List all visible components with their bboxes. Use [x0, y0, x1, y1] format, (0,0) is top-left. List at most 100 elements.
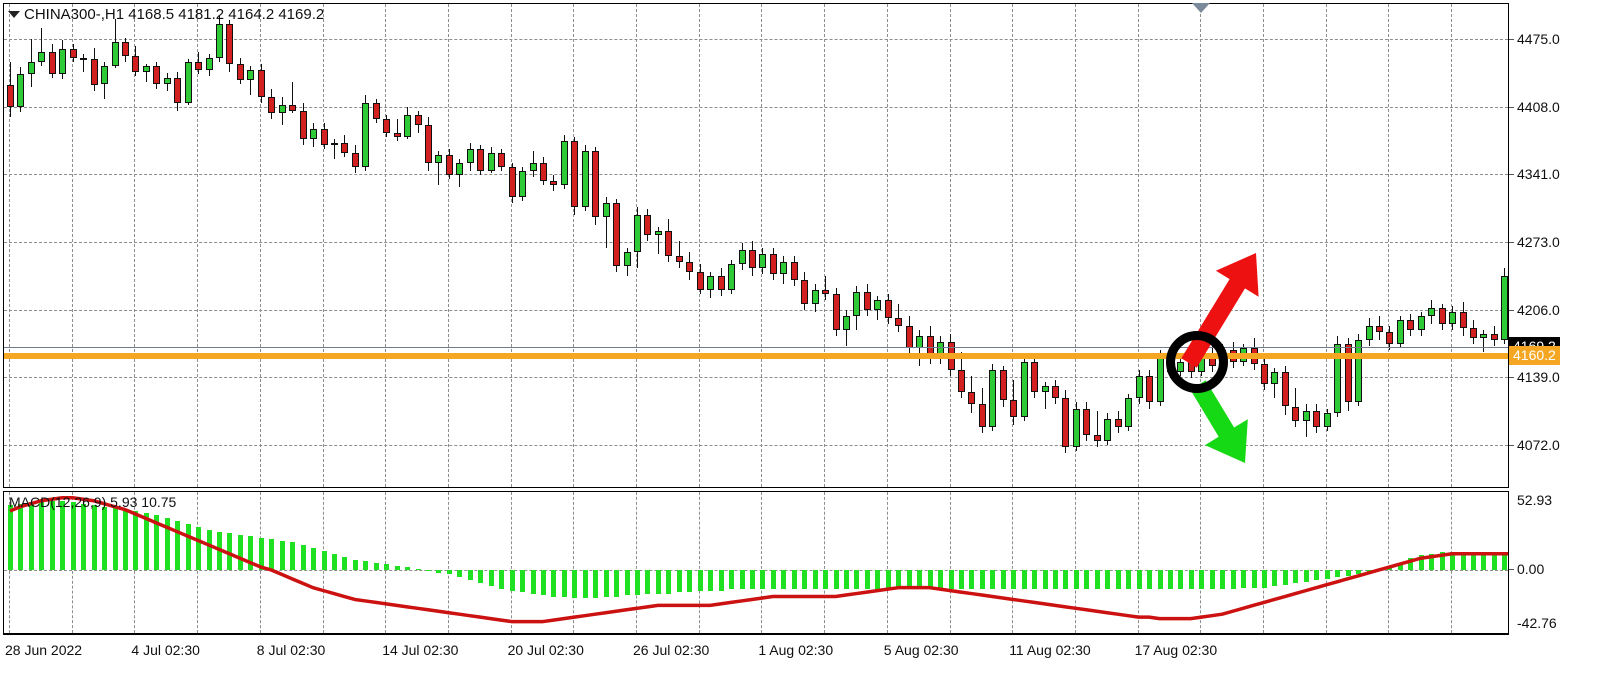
time-axis-label: 20 Jul 02:30 [507, 642, 584, 658]
candle-body-bullish [1396, 319, 1404, 345]
macd-histogram-bar [300, 544, 306, 570]
macd-histogram-bar [488, 569, 494, 587]
macd-time-gridline [1263, 492, 1264, 633]
macd-histogram-bar [60, 500, 66, 570]
candle-wick [1483, 330, 1484, 353]
macd-histogram-bar [499, 569, 505, 590]
macd-time-gridline [573, 492, 575, 633]
time-axis-rule [3, 634, 1509, 635]
candle-body-bearish [717, 275, 725, 290]
macd-histogram-bar [969, 569, 975, 590]
candle-body-bearish [968, 392, 976, 405]
price-plot-area[interactable] [4, 4, 1508, 487]
macd-histogram-bar [405, 567, 411, 570]
candle-body-bullish [184, 62, 192, 103]
price-axis-tick [1509, 309, 1514, 311]
candle-body-bullish [560, 140, 568, 186]
macd-histogram-bar [1282, 569, 1288, 585]
triangle-down-icon[interactable] [8, 11, 20, 18]
macd-histogram-bar [864, 569, 870, 590]
macd-histogram-bar [687, 569, 693, 593]
macd-histogram-bar [39, 500, 45, 570]
macd-histogram-bar [1199, 569, 1205, 590]
macd-axis[interactable]: 52.93 0.00 -42.76 [1509, 491, 1597, 634]
candle-body-bearish [372, 102, 380, 119]
price-chart-pane[interactable] [3, 3, 1509, 488]
candle-body-bearish [1490, 334, 1498, 341]
candle-body-bearish [1281, 372, 1289, 407]
price-axis-tick [1509, 39, 1514, 41]
macd-histogram-bar [530, 569, 536, 594]
macd-histogram-bar [1126, 569, 1132, 590]
candle-body-bullish [602, 203, 610, 218]
candle-body-bearish [957, 370, 965, 393]
macd-histogram-bar [1345, 569, 1351, 576]
macd-histogram-bar [1418, 555, 1424, 570]
macd-histogram-bar [342, 556, 348, 570]
macd-histogram-bar [781, 569, 787, 590]
candle-body-bullish [1104, 418, 1112, 441]
time-gridline [1263, 4, 1264, 487]
candle-body-bearish [1031, 362, 1039, 393]
candle-body-bullish [1271, 372, 1279, 385]
macd-time-gridline [447, 492, 449, 633]
candle-body-bearish [7, 84, 14, 107]
candle-wick [397, 118, 398, 141]
time-axis-label: 8 Jul 02:30 [256, 642, 326, 658]
macd-histogram-bar [331, 553, 337, 570]
macd-histogram-bar [635, 569, 640, 596]
macd-indicator-pane[interactable]: MACD(12,26,9) 5.93 10.75 [3, 491, 1509, 634]
candle-body-bearish [644, 215, 652, 236]
macd-histogram-bar [436, 569, 442, 573]
price-axis[interactable]: 4475.0 4408.0 4341.0 4273.0 4206.0 4139.0 4072… [1509, 3, 1597, 488]
macd-plot-area[interactable] [4, 492, 1508, 633]
time-gridline [1451, 4, 1453, 487]
macd-time-gridline [1137, 492, 1139, 633]
price-gridline [4, 174, 1508, 176]
macd-histogram-bar [614, 569, 620, 597]
candle-body-bearish [999, 370, 1007, 401]
candle-body-bearish [1375, 326, 1383, 333]
macd-histogram-bar [833, 569, 839, 590]
macd-histogram-bar [91, 505, 97, 570]
price-level-line[interactable] [4, 352, 1508, 359]
candle-body-bullish [581, 150, 589, 208]
macd-time-gridline [1388, 492, 1390, 633]
macd-histogram-bar [927, 569, 933, 590]
candle-body-bullish [519, 171, 527, 198]
bid-price-line [4, 346, 1508, 348]
macd-histogram-bar [958, 569, 964, 590]
candle-body-bullish [38, 52, 46, 63]
macd-histogram-bar [1397, 562, 1403, 570]
candle-body-bearish [1344, 344, 1352, 403]
time-axis-label: 14 Jul 02:30 [382, 642, 459, 658]
macd-histogram-bar [1105, 569, 1111, 590]
macd-histogram-bar [1188, 569, 1194, 590]
macd-time-gridline [698, 492, 700, 633]
candle-body-bullish [1041, 386, 1049, 393]
macd-histogram-bar [1460, 552, 1466, 570]
candle-body-bearish [414, 114, 422, 125]
macd-time-gridline [886, 492, 888, 633]
candle-body-bearish [539, 162, 547, 182]
macd-histogram-bar [311, 547, 317, 570]
price-level-badge[interactable]: 4160.2 [1509, 345, 1560, 365]
candle-body-bullish [1417, 315, 1425, 331]
macd-histogram-bar [1042, 569, 1048, 590]
candle-body-bearish [863, 291, 871, 310]
time-gridline [1074, 4, 1076, 487]
time-gridline [510, 4, 512, 487]
time-axis[interactable]: 28 Jun 2022 4 Jul 02:30 8 Jul 02:30 14 Jul … [3, 636, 1597, 666]
macd-histogram-bar [8, 505, 13, 570]
candle-body-bearish [1146, 376, 1154, 403]
macd-histogram-bar [708, 569, 714, 591]
time-gridline [71, 4, 73, 487]
macd-histogram-bar [467, 569, 473, 581]
macd-histogram-bar [478, 569, 484, 584]
candle-body-bearish [257, 70, 265, 97]
macd-histogram-bar [844, 569, 849, 590]
macd-histogram-bar [948, 569, 954, 590]
price-axis-label: 4072.0 [1517, 436, 1560, 453]
candle-body-bullish [780, 261, 788, 274]
price-axis-tick [1509, 106, 1514, 108]
